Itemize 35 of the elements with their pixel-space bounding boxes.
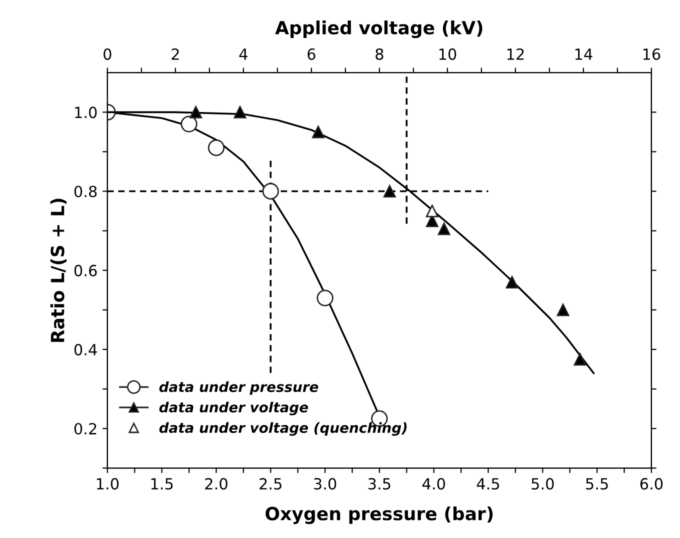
y-tick-label: 1.0: [75, 106, 97, 118]
point: [316, 290, 334, 306]
x2-tick-label: 6: [308, 48, 316, 60]
point: [180, 116, 198, 132]
legend-label: data under pressure: [159, 381, 318, 395]
y-axis-title: Ratio L/(S + L): [50, 198, 66, 342]
legend-label: data under voltage: [159, 402, 308, 416]
legend-label: data under voltage (quenching): [159, 422, 407, 436]
x-tick-label: 4.5: [476, 478, 500, 490]
y-tick-label: 0.8: [74, 186, 97, 198]
x2-tick-label: 8: [376, 48, 384, 60]
x-tick-label: 5.5: [586, 478, 608, 490]
x-tick-label: 5.0: [532, 478, 554, 490]
x2-tick-label: 12: [507, 48, 524, 60]
x2-tick-label: 16: [643, 48, 660, 60]
x2-tick-label: 2: [172, 48, 179, 60]
x-tick-label: 1.0: [96, 478, 119, 490]
x-tick-label: 3.5: [368, 478, 390, 490]
x-tick-label: 2.0: [205, 478, 228, 490]
x-tick-label: 1.5: [151, 478, 173, 490]
y-tick-label: 0.2: [74, 422, 96, 435]
x2-tick-label: 0: [104, 48, 112, 60]
x2-tick-label: 14: [575, 48, 592, 60]
x2-tick-label: 10: [439, 48, 456, 60]
x-tick-label: 4.0: [422, 478, 445, 490]
x-tick-label: 2.5: [260, 478, 282, 490]
x-tick-label: 3.0: [314, 478, 336, 490]
point: [208, 139, 225, 156]
y-tick-label: 0.4: [74, 344, 97, 356]
y-tick-label: 0.6: [74, 264, 97, 276]
x2-tick-label: 4: [239, 48, 248, 60]
x-tick-label: 6.0: [640, 478, 663, 490]
x2-axis-title: Applied voltage (kV): [275, 20, 482, 38]
point: [262, 182, 279, 200]
x-axis-title: Oxygen pressure (bar): [266, 506, 493, 524]
